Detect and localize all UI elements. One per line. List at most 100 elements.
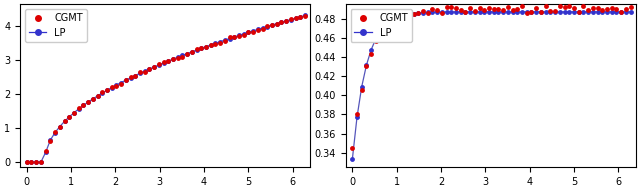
Point [366,48,376,51]
Point [428,11,438,14]
Point [517,5,527,8]
Point [22,160,32,163]
Point [550,10,560,13]
Point [295,16,305,19]
Point [106,86,116,89]
Point [607,7,617,10]
Point [498,10,508,13]
Point [97,91,108,95]
Point [555,5,565,8]
Point [356,88,367,91]
Point [348,158,358,161]
Point [517,10,527,13]
Point [432,11,442,14]
Point [545,9,556,12]
Point [526,11,536,14]
Point [135,72,145,75]
Point [607,10,617,13]
Point [348,146,358,150]
Point [74,108,84,111]
Point [442,11,452,14]
Point [385,19,395,22]
Point [550,10,560,13]
Point [422,12,433,15]
Point [564,5,574,8]
Point [234,34,244,37]
Point [220,39,230,42]
Point [602,10,612,13]
Point [597,10,607,13]
Point [436,12,447,15]
Point [187,50,197,53]
Point [362,64,372,67]
Point [92,94,102,97]
Point [31,160,42,163]
Point [248,29,258,32]
Point [479,8,490,11]
Point [168,58,178,61]
Point [470,9,480,12]
Point [243,30,253,33]
Point [159,60,169,63]
Point [234,34,244,37]
Point [215,41,225,44]
Point [418,11,428,14]
Point [300,14,310,17]
Point [484,6,494,10]
Point [541,5,551,8]
Point [36,160,46,163]
Point [201,45,211,48]
Point [291,16,301,19]
Point [144,67,154,70]
Point [45,138,56,142]
Point [220,40,230,43]
Point [451,10,461,13]
Point [621,8,631,11]
Point [465,6,476,10]
Point [22,160,32,163]
Point [625,6,636,9]
Point [229,36,239,39]
Point [140,71,150,74]
Point [253,28,263,31]
Point [225,36,235,39]
Point [121,78,131,81]
Point [285,18,296,21]
Point [460,11,470,14]
Point [428,7,438,11]
Point [436,11,447,14]
Point [60,120,70,123]
Point [526,10,536,13]
Point [64,115,74,118]
Point [625,10,636,13]
Point [376,30,386,33]
Point [352,112,362,115]
Point [376,29,386,32]
Point [159,62,169,65]
Point [399,14,410,17]
Point [371,37,381,40]
Point [281,19,291,22]
Point [182,52,192,55]
Point [362,63,372,66]
Point [201,45,211,49]
Point [69,111,79,114]
Point [408,12,419,15]
Point [205,44,216,47]
Point [229,36,239,39]
Point [211,43,221,46]
Point [78,103,88,106]
Point [54,125,65,128]
Point [149,66,159,69]
Point [116,81,126,84]
Point [390,17,400,20]
Point [569,10,579,13]
Point [404,13,414,16]
Point [83,100,93,104]
Point [239,33,249,36]
Point [545,10,556,13]
Point [191,48,202,51]
Point [422,11,433,14]
Point [40,151,51,154]
Point [541,10,551,13]
